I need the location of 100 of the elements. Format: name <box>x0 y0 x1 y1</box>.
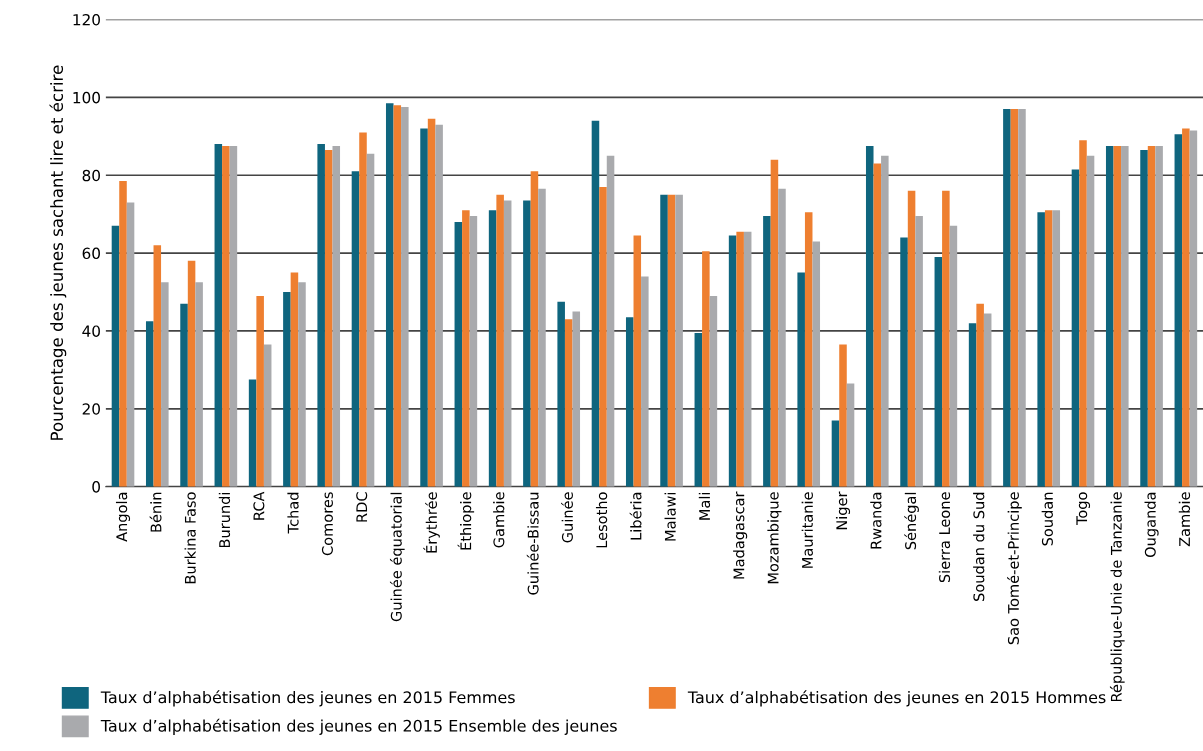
bar <box>557 301 565 487</box>
x-tick-label: République-Unie de Tanzanie <box>1109 492 1125 702</box>
y-axis-title: Pourcentage des jeunes sachant lire et écrire <box>49 65 67 440</box>
bar <box>317 144 325 487</box>
bar <box>180 303 188 487</box>
x-tick-label: Éthiopie <box>457 492 475 550</box>
bar <box>248 379 257 487</box>
bar <box>968 323 977 487</box>
bar <box>1018 109 1026 487</box>
bar <box>633 235 642 487</box>
bar <box>1105 146 1114 487</box>
bar <box>976 303 984 487</box>
bar <box>503 200 512 487</box>
x-tick-label: Comores <box>321 492 333 556</box>
bar <box>564 319 573 487</box>
x-tick-label: Mali <box>698 492 711 520</box>
bar <box>1037 212 1045 487</box>
bar <box>256 295 264 487</box>
bar <box>812 241 821 487</box>
bar <box>667 194 676 487</box>
bar <box>736 231 744 487</box>
bar <box>942 190 950 487</box>
bar <box>1003 109 1011 487</box>
legend-label: Taux d’alphabétisation des jeunes en 2015 Femmes <box>100 690 515 707</box>
y-tick-label: 100 <box>73 91 100 104</box>
y-tick-label: 120 <box>73 13 100 26</box>
bar <box>1147 146 1156 487</box>
x-tick-label: Malawi <box>664 492 676 541</box>
bar <box>1044 210 1053 487</box>
x-tick-label: Libéria <box>629 492 642 540</box>
bar <box>195 282 203 487</box>
x-tick-label: Lesotho <box>595 492 608 548</box>
bar <box>865 146 874 487</box>
x-tick-label: Érythrée <box>423 492 440 553</box>
legend-label: Taux d’alphabétisation des jeunes en 2015 Ensemble des jeunes <box>100 718 617 735</box>
x-tick-label: Mozambique <box>767 492 782 584</box>
y-tick-label: 80 <box>82 169 100 182</box>
bar <box>283 292 291 487</box>
bar <box>702 251 710 487</box>
legend-label: Taux d’alphabétisation des jeunes en 2015 Hommes <box>687 690 1106 707</box>
bar <box>625 317 634 487</box>
x-tick-label: Mauritanie <box>801 492 813 568</box>
bar <box>949 225 958 487</box>
bar <box>641 276 649 487</box>
x-tick-label: Gambie <box>493 492 505 548</box>
bar <box>728 235 737 487</box>
bar <box>290 272 299 487</box>
bar <box>153 245 162 487</box>
bar <box>229 146 238 487</box>
x-tick-label: Burundi <box>218 492 231 548</box>
x-tick-label: Niger <box>835 491 851 530</box>
x-tick-label: Angola <box>115 492 131 542</box>
bar <box>496 194 504 487</box>
bar <box>572 311 581 487</box>
x-tick-label: Ouganda <box>1144 492 1159 558</box>
bar <box>222 146 230 487</box>
x-tick-label: Soudan du Sud <box>973 492 985 601</box>
bar <box>907 190 916 487</box>
bar <box>359 132 367 487</box>
bar <box>332 146 341 487</box>
x-tick-label: Guinée-Bissau <box>526 492 539 595</box>
y-tick-label: 60 <box>82 247 100 260</box>
y-tick-label: 20 <box>82 403 100 415</box>
bar <box>1052 210 1061 487</box>
x-tick-label: Zambie <box>1178 492 1191 547</box>
bar <box>1155 146 1163 487</box>
bar <box>469 216 478 487</box>
x-tick-label: Bénin <box>149 492 162 532</box>
bar <box>694 332 703 487</box>
bar <box>454 221 463 487</box>
bar <box>770 159 779 487</box>
bar <box>119 181 127 487</box>
x-tick-label: Togo <box>1076 492 1091 526</box>
bar <box>660 194 668 487</box>
bar <box>1071 169 1080 487</box>
bar <box>324 149 333 487</box>
bar <box>523 200 531 487</box>
bar <box>1010 109 1019 487</box>
bar <box>435 124 443 487</box>
bar <box>778 188 786 487</box>
bar <box>351 171 360 487</box>
bar <box>1079 140 1087 487</box>
bar <box>1121 146 1129 487</box>
bar <box>839 344 847 487</box>
bar <box>263 344 272 487</box>
bar <box>427 118 436 487</box>
bar <box>161 282 169 487</box>
x-tick-label: Tchad <box>287 492 299 534</box>
bar <box>599 186 607 487</box>
bar <box>1113 146 1122 487</box>
bar <box>804 212 813 487</box>
bar <box>462 210 470 487</box>
bar <box>145 321 154 487</box>
bar <box>1182 128 1190 487</box>
bar <box>743 231 752 487</box>
bar <box>1086 155 1095 487</box>
x-tick-label: Guinée <box>561 492 573 543</box>
x-tick-label: Sénégal <box>904 492 919 550</box>
bar <box>797 272 805 487</box>
bar <box>846 383 855 487</box>
